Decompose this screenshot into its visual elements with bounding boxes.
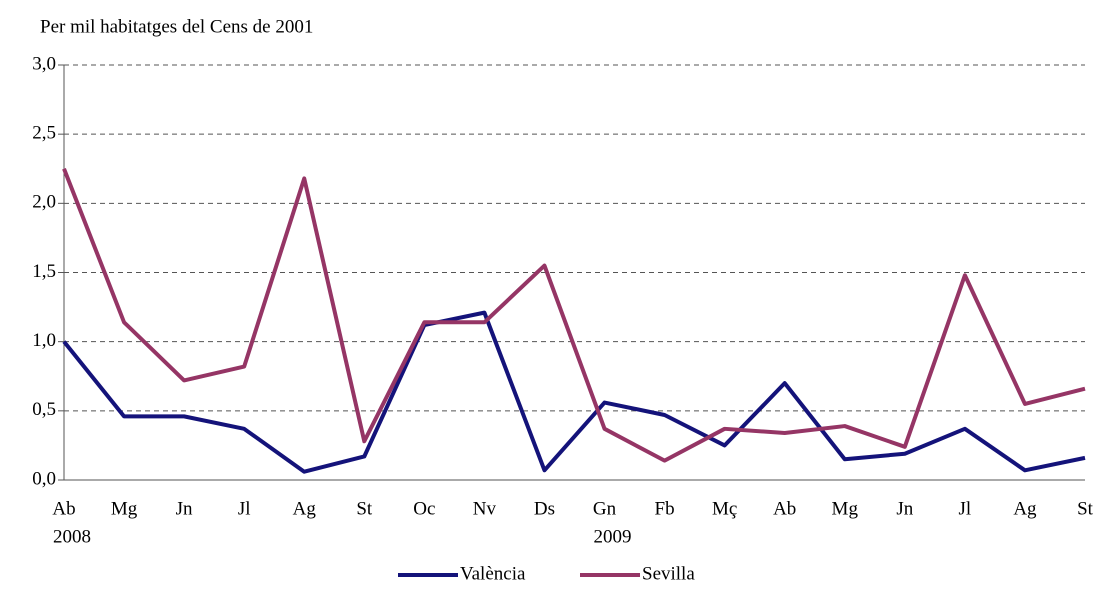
legend-label: Sevilla	[642, 563, 695, 584]
y-axis-label: Per mil habitatges del Cens de 2001	[40, 16, 313, 37]
x-tick-label: Ds	[534, 498, 555, 519]
x-tick-label: Fb	[655, 498, 675, 519]
y-tick-label: 3,0	[32, 53, 56, 74]
x-tick-label: Nv	[473, 498, 497, 519]
x-tick-label: Ag	[293, 498, 317, 519]
series-line	[62, 168, 1086, 463]
x-tick-label: Gn	[593, 498, 617, 519]
y-tick-label: 1,5	[32, 261, 56, 282]
x-tick-label: Jn	[896, 498, 913, 519]
x-tick-label: Jn	[176, 498, 193, 519]
x-tick-label: Jl	[238, 498, 251, 519]
x-tick-label: St	[356, 498, 373, 519]
y-tick-label: 0,5	[32, 399, 56, 420]
x-tick-label: Ag	[1013, 498, 1037, 519]
x-year-label: 2008	[53, 526, 91, 547]
legend-label: València	[460, 563, 526, 584]
x-tick-label: Oc	[413, 498, 435, 519]
series-line	[62, 310, 1086, 474]
x-year-label: 2009	[594, 526, 632, 547]
y-tick-label: 2,0	[32, 192, 56, 213]
y-tick-label: 2,5	[32, 123, 56, 144]
x-tick-label: Jl	[959, 498, 972, 519]
x-tick-label: Mg	[832, 498, 859, 519]
x-tick-label: St	[1077, 498, 1093, 519]
y-tick-label: 1,0	[32, 330, 56, 351]
x-tick-label: Mg	[111, 498, 138, 519]
x-tick-label: Mç	[712, 498, 737, 519]
x-tick-label: Ab	[773, 498, 796, 519]
y-tick-label: 0,0	[32, 468, 56, 489]
x-tick-label: Ab	[52, 498, 75, 519]
